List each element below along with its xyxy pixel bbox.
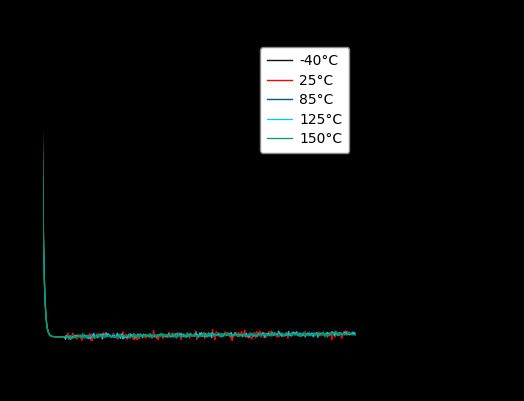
-40°C <box>237 332 243 336</box>
150°C <box>237 332 243 337</box>
150°C <box>352 332 358 337</box>
150°C <box>163 334 170 338</box>
25°C <box>352 331 358 336</box>
25°C <box>89 338 95 343</box>
25°C <box>39 76 45 81</box>
125°C <box>267 332 274 336</box>
25°C <box>267 332 274 336</box>
125°C <box>266 333 272 338</box>
85°C <box>267 334 274 338</box>
-40°C <box>163 334 170 338</box>
Line: -40°C: -40°C <box>42 78 355 339</box>
85°C <box>163 332 170 337</box>
25°C <box>266 329 272 334</box>
150°C <box>39 76 45 81</box>
125°C <box>141 333 148 338</box>
125°C <box>352 332 358 337</box>
125°C <box>163 334 170 339</box>
-40°C <box>121 336 127 341</box>
85°C <box>39 76 45 81</box>
Line: 85°C: 85°C <box>42 78 355 339</box>
150°C <box>267 331 274 336</box>
150°C <box>78 333 84 338</box>
85°C <box>83 336 90 341</box>
125°C <box>39 76 45 81</box>
-40°C <box>141 334 148 339</box>
125°C <box>62 337 69 342</box>
125°C <box>237 332 243 337</box>
-40°C <box>77 335 83 340</box>
25°C <box>237 332 243 337</box>
25°C <box>77 334 83 339</box>
150°C <box>266 333 272 338</box>
85°C <box>141 332 148 337</box>
-40°C <box>39 76 45 81</box>
85°C <box>266 332 272 337</box>
Line: 150°C: 150°C <box>42 78 355 340</box>
25°C <box>141 335 148 340</box>
Line: 125°C: 125°C <box>42 78 355 339</box>
125°C <box>78 333 84 338</box>
Legend: -40°C, 25°C, 85°C, 125°C, 150°C: -40°C, 25°C, 85°C, 125°C, 150°C <box>260 47 350 153</box>
-40°C <box>267 332 274 337</box>
-40°C <box>266 332 272 336</box>
-40°C <box>352 332 358 337</box>
85°C <box>237 333 243 338</box>
150°C <box>141 332 148 337</box>
85°C <box>352 331 358 336</box>
Line: 25°C: 25°C <box>42 78 355 341</box>
25°C <box>163 332 170 337</box>
85°C <box>77 334 83 338</box>
150°C <box>67 337 73 342</box>
